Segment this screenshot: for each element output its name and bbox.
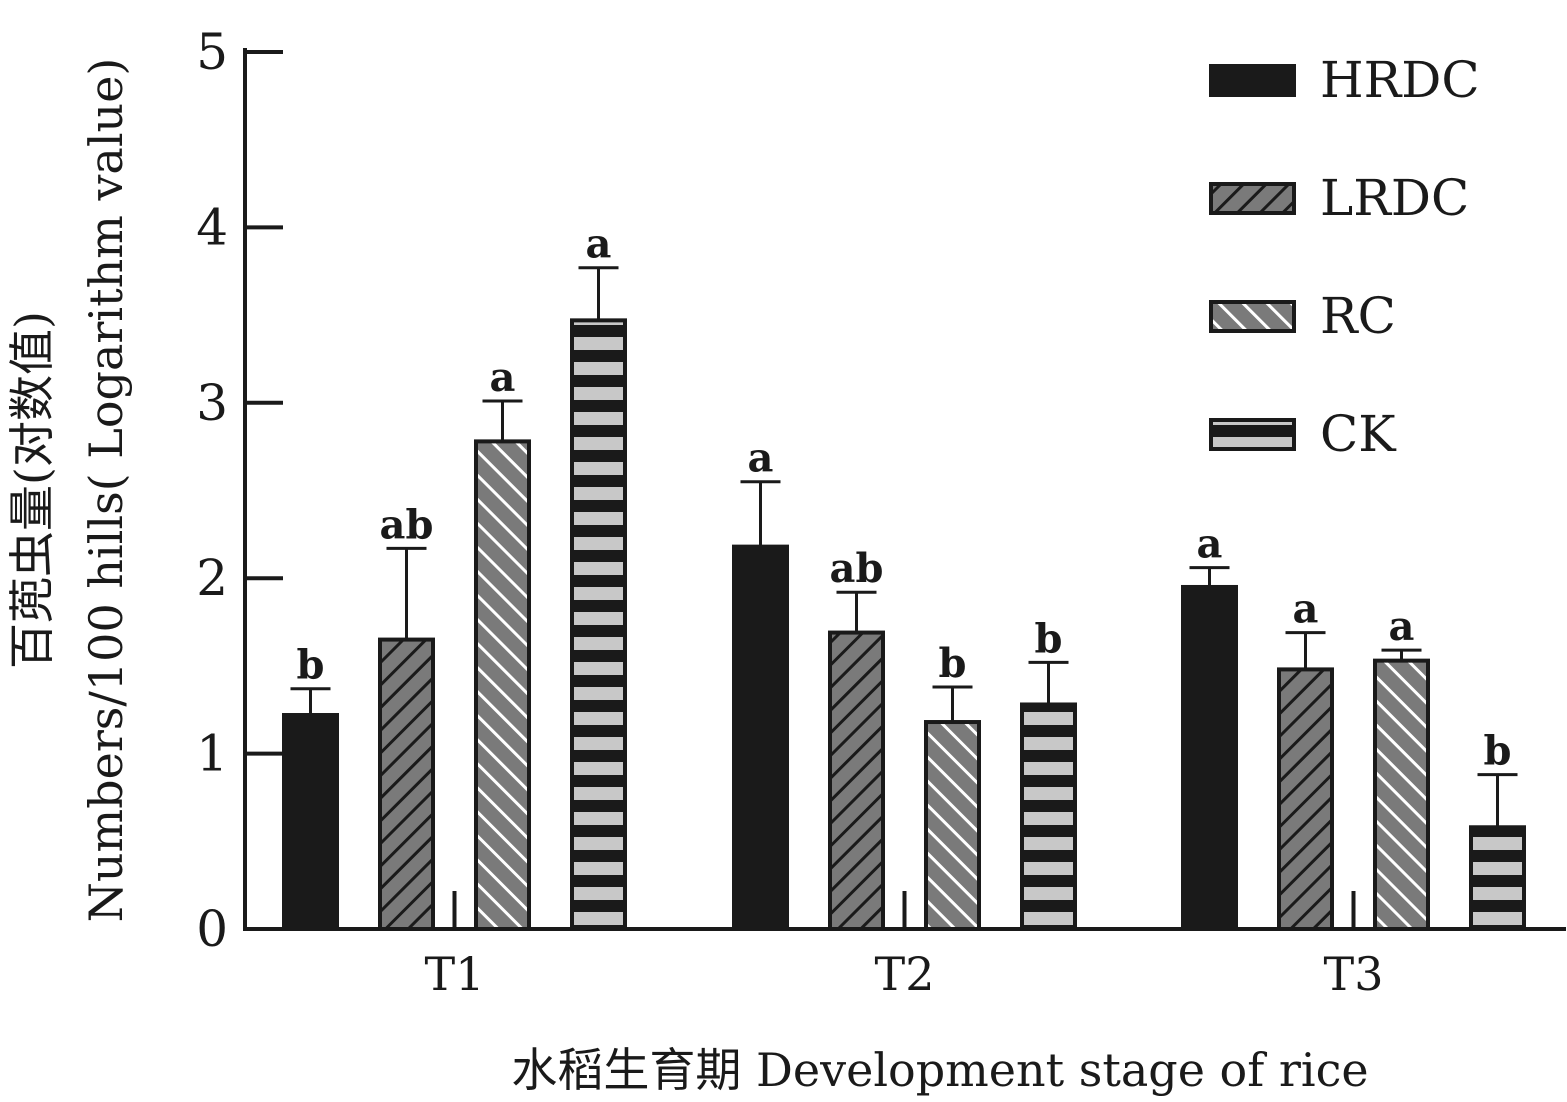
bar-hrdc-t1	[282, 713, 339, 932]
legend-label-ck: CK	[1320, 405, 1397, 463]
significance-label: a	[586, 221, 612, 268]
y-tick-label: 2	[196, 549, 228, 607]
significance-label: b	[297, 642, 325, 689]
bar-ck-t2	[1020, 702, 1077, 931]
legend-swatch-hrdc	[1209, 64, 1296, 97]
legend-label-lrdc: LRDC	[1320, 169, 1469, 227]
y-ticks: 0 1 2 3 4 5	[196, 23, 283, 958]
bar-lrdc-t1	[378, 637, 435, 932]
significance-label: a	[1389, 603, 1415, 650]
significance-label: a	[748, 435, 774, 482]
bar-rc-t1	[474, 439, 531, 931]
significance-label: ab	[380, 501, 434, 548]
y-axis-label-en: Numbers/100 hills( Logarithm value)	[79, 58, 133, 923]
legend-label-rc: RC	[1320, 287, 1396, 345]
significance-label: a	[490, 354, 516, 401]
significance-label: a	[1293, 586, 1319, 633]
legend: HRDC LRDC RC CK	[1209, 51, 1480, 463]
significance-label: b	[1035, 615, 1063, 662]
legend-swatch-ck	[1209, 418, 1296, 451]
bars	[282, 318, 1526, 932]
x-axis-label: 水稻生育期 Development stage of rice	[511, 1043, 1368, 1097]
y-tick-label: 0	[196, 900, 228, 958]
bar-hrdc-t2	[732, 544, 789, 931]
significance-label: b	[1484, 728, 1512, 775]
x-tick-label: T1	[425, 947, 485, 1001]
legend-swatch-rc	[1209, 300, 1296, 333]
y-tick-label: 4	[196, 198, 228, 256]
y-tick-label: 5	[196, 23, 228, 81]
bar-ck-t1	[570, 318, 627, 931]
legend-label-hrdc: HRDC	[1320, 51, 1480, 109]
bar-lrdc-t2	[828, 630, 885, 931]
significance-label: a	[1197, 521, 1223, 568]
bar-hrdc-t3	[1181, 584, 1238, 931]
y-axis-label-cn: 百蔸虫量(对数值)	[5, 311, 59, 669]
significance-label: b	[939, 640, 967, 687]
legend-swatch-lrdc	[1209, 182, 1296, 215]
x-ticks: T1 T2 T3	[425, 891, 1384, 1001]
bar-ck-t3	[1469, 825, 1526, 932]
bar-rc-t2	[924, 720, 981, 932]
significance-label: ab	[830, 545, 884, 592]
bar-rc-t3	[1373, 658, 1430, 931]
y-tick-label: 1	[196, 725, 228, 783]
y-tick-label: 3	[196, 374, 228, 432]
x-tick-label: T2	[875, 947, 935, 1001]
x-tick-label: T3	[1324, 947, 1384, 1001]
error-bars	[290, 266, 1518, 828]
bar-lrdc-t3	[1277, 667, 1334, 932]
